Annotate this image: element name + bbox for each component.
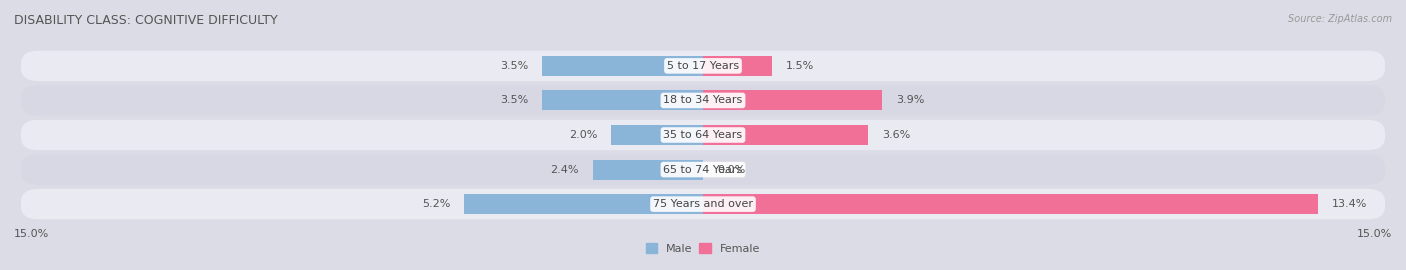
Bar [703, 56, 772, 76]
Bar [703, 90, 882, 110]
Legend: Male, Female: Male, Female [647, 244, 759, 254]
Text: DISABILITY CLASS: COGNITIVE DIFFICULTY: DISABILITY CLASS: COGNITIVE DIFFICULTY [14, 14, 278, 26]
Text: 15.0%: 15.0% [14, 229, 49, 239]
FancyBboxPatch shape [21, 189, 1385, 219]
Text: 3.5%: 3.5% [501, 95, 529, 106]
Bar [464, 194, 703, 214]
Bar [612, 125, 703, 145]
Text: 18 to 34 Years: 18 to 34 Years [664, 95, 742, 106]
Text: 5.2%: 5.2% [422, 199, 450, 209]
Text: Source: ZipAtlas.com: Source: ZipAtlas.com [1288, 14, 1392, 23]
Text: 75 Years and over: 75 Years and over [652, 199, 754, 209]
Text: 65 to 74 Years: 65 to 74 Years [664, 164, 742, 175]
FancyBboxPatch shape [21, 120, 1385, 150]
Text: 3.9%: 3.9% [896, 95, 924, 106]
FancyBboxPatch shape [21, 154, 1385, 185]
Bar [593, 160, 703, 180]
Text: 15.0%: 15.0% [1357, 229, 1392, 239]
Text: 13.4%: 13.4% [1333, 199, 1368, 209]
Text: 2.0%: 2.0% [569, 130, 598, 140]
Bar [703, 125, 869, 145]
Text: 2.4%: 2.4% [551, 164, 579, 175]
Text: 5 to 17 Years: 5 to 17 Years [666, 61, 740, 71]
Text: 3.6%: 3.6% [882, 130, 910, 140]
Text: 0.0%: 0.0% [717, 164, 745, 175]
FancyBboxPatch shape [21, 85, 1385, 116]
Text: 3.5%: 3.5% [501, 61, 529, 71]
Text: 35 to 64 Years: 35 to 64 Years [664, 130, 742, 140]
Bar [543, 56, 703, 76]
Bar [703, 194, 1319, 214]
Bar [543, 90, 703, 110]
Text: 1.5%: 1.5% [786, 61, 814, 71]
FancyBboxPatch shape [21, 51, 1385, 81]
